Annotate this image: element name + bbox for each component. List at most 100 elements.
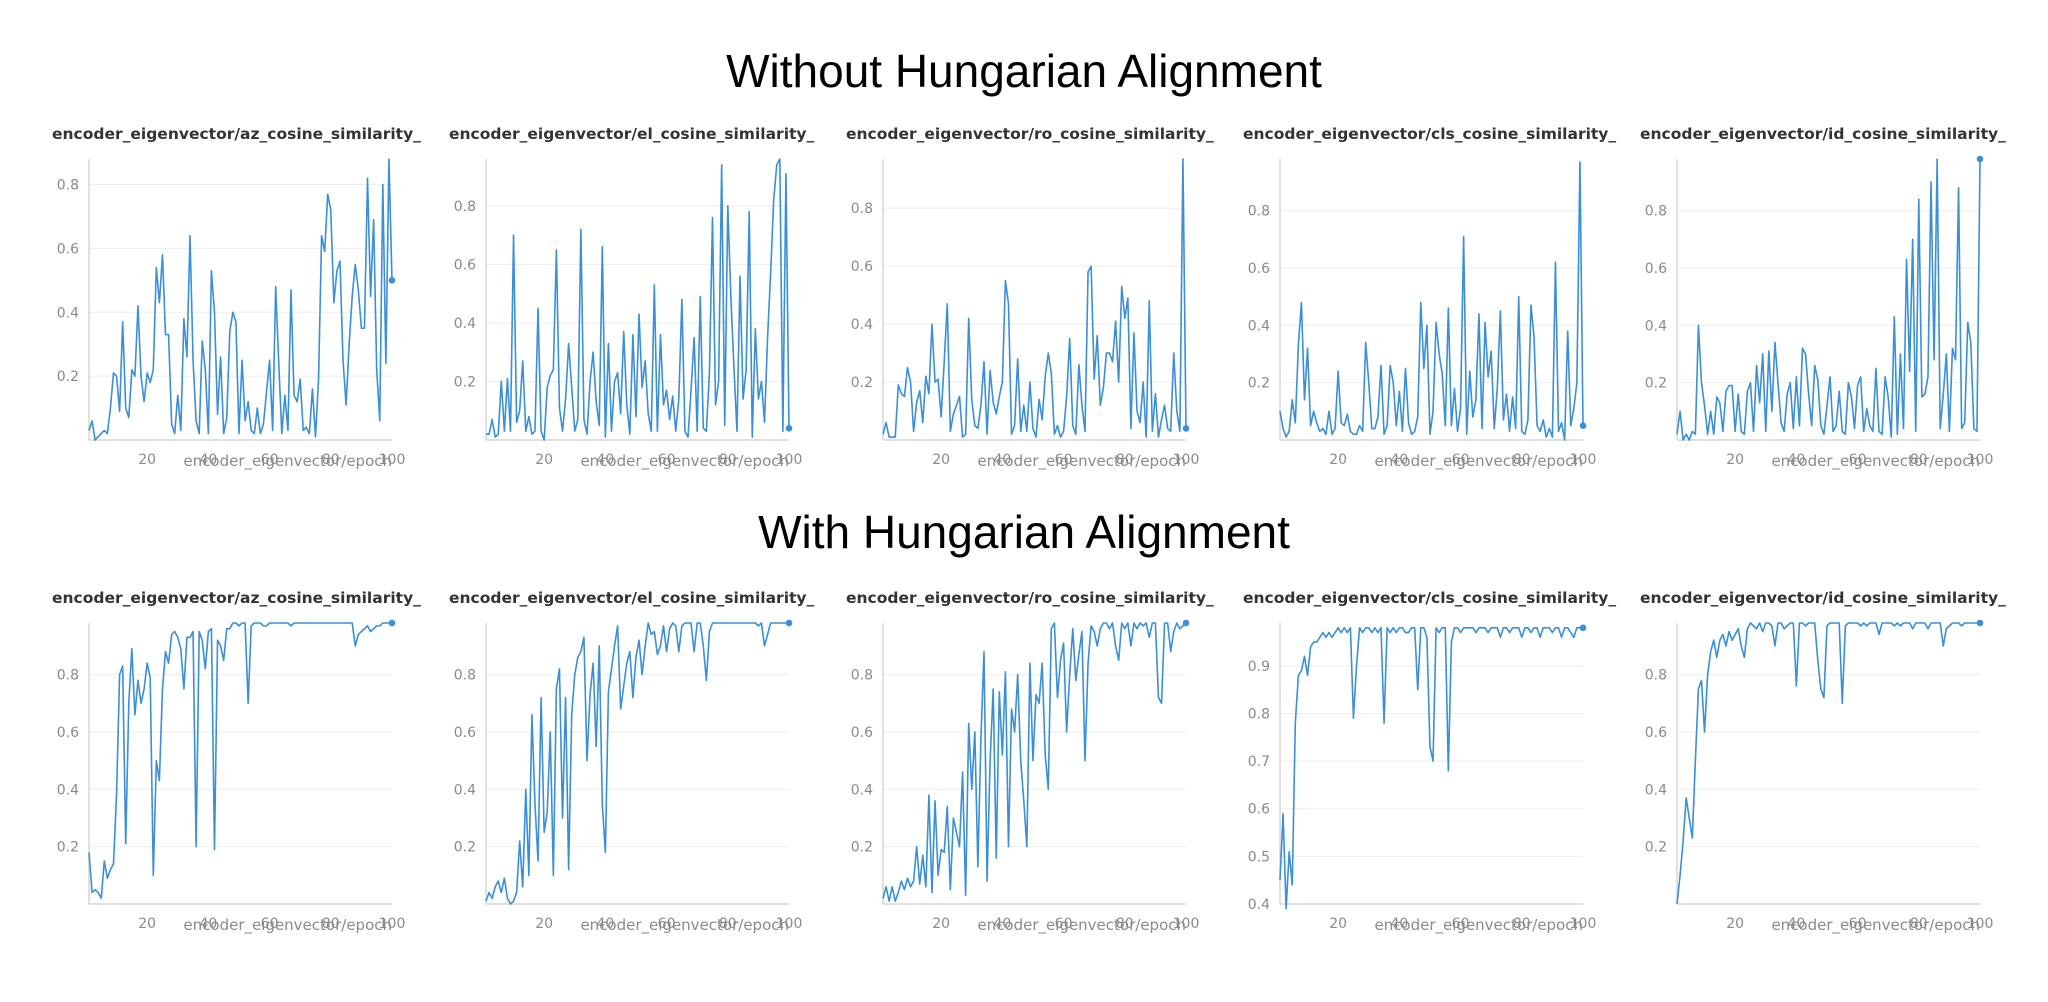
x-axis-label: encoder_eigenvector/epoch: [1771, 452, 1980, 471]
series-line: [882, 622, 1187, 902]
x-tick-label: 40: [993, 916, 1011, 932]
y-tick-label: 0.4: [1248, 897, 1270, 913]
y-tick-label: 0.2: [1248, 376, 1270, 392]
line-chart-with-cls: 0.4 0.5 0.6 0.7 0.8 0.9 20 40 60 80 100 encoder_ei…: [1248, 623, 1597, 935]
y-tick-label: 0.6: [454, 725, 476, 741]
x-tick-label: 40: [1787, 452, 1805, 468]
x-tick-label: 60: [658, 916, 676, 932]
chart-panel-with-cls: encoder_eigenvector/cls_cosine_similarit…: [1243, 589, 1623, 959]
y-tick-label: 0.4: [454, 316, 476, 332]
chart-panel-with-id: encoder_eigenvector/id_cosine_similarity…: [1640, 589, 2020, 959]
chart-title: encoder_eigenvector/ro_cosine_similarity…: [846, 125, 1214, 143]
y-tick-label: 0.6: [57, 725, 79, 741]
x-axis-label: encoder_eigenvector/epoch: [183, 916, 392, 935]
chart-title: encoder_eigenvector/el_cosine_similarity…: [449, 125, 815, 143]
x-tick-label: 60: [261, 916, 279, 932]
y-tick-label: 0.5: [1248, 849, 1270, 865]
y-tick-label: 0.7: [1248, 754, 1270, 770]
x-tick-label: 80: [322, 452, 340, 468]
chart-title: encoder_eigenvector/ro_cosine_similarity…: [846, 589, 1214, 607]
y-tick-label: 0.2: [1645, 840, 1667, 856]
series-line: [88, 622, 392, 900]
x-tick-label: 100: [1173, 452, 1200, 468]
x-tick-label: 20: [1329, 916, 1347, 932]
x-tick-label: 80: [719, 452, 737, 468]
x-tick-label: 60: [261, 452, 279, 468]
x-tick-label: 100: [1570, 916, 1597, 932]
x-axis-label: encoder_eigenvector/epoch: [977, 452, 1186, 471]
x-tick-label: 40: [596, 916, 614, 932]
chart-title: encoder_eigenvector/cls_cosine_similarit…: [1243, 589, 1617, 607]
chart-title: encoder_eigenvector/cls_cosine_similarit…: [1243, 125, 1617, 143]
chart-title: encoder_eigenvector/id_cosine_similarity…: [1640, 589, 2006, 607]
x-axis-label: encoder_eigenvector/epoch: [1374, 916, 1583, 935]
y-tick-label: 0.8: [454, 199, 476, 215]
y-tick-label: 0.4: [57, 305, 79, 321]
x-tick-label: 100: [776, 916, 803, 932]
y-tick-label: 0.4: [454, 782, 476, 798]
x-tick-label: 20: [138, 452, 156, 468]
y-tick-label: 0.6: [1248, 802, 1270, 818]
chart-panel-without-id: encoder_eigenvector/id_cosine_similarity…: [1640, 125, 2020, 495]
series-end-point: [1976, 619, 1984, 627]
x-tick-label: 40: [993, 452, 1011, 468]
y-tick-label: 0.8: [1248, 706, 1270, 722]
x-tick-label: 40: [1390, 916, 1408, 932]
x-tick-label: 100: [1967, 452, 1994, 468]
y-tick-label: 0.2: [454, 840, 476, 856]
x-tick-label: 20: [535, 452, 553, 468]
chart-panel-with-el: encoder_eigenvector/el_cosine_similarity…: [449, 589, 829, 959]
line-chart-with-el: 0.2 0.4 0.6 0.8 20 40 60 80 100 encoder_eigenvec…: [454, 619, 803, 935]
series-line: [88, 158, 393, 441]
x-tick-label: 80: [1513, 916, 1531, 932]
series-end-point: [1976, 155, 1984, 163]
line-chart-without-az: 0.2 0.4 0.6 0.8 20 40 60 80 100 encoder_eigenvec…: [57, 158, 406, 471]
line-chart-without-id: 0.2 0.4 0.6 0.8 20 40 60 80 100 encoder_eigenvec…: [1645, 155, 1994, 471]
y-tick-label: 0.8: [851, 668, 873, 684]
chart-title: encoder_eigenvector/id_cosine_similarity…: [1640, 125, 2006, 143]
line-chart-with-ro: 0.2 0.4 0.6 0.8 20 40 60 80 100 encoder_eigenvec…: [851, 619, 1199, 935]
x-tick-label: 100: [379, 452, 406, 468]
x-tick-label: 60: [1452, 916, 1470, 932]
x-tick-label: 60: [1849, 916, 1867, 932]
chart-title: encoder_eigenvector/az_cosine_similarity…: [52, 589, 421, 607]
x-axis-label: encoder_eigenvector/epoch: [183, 452, 392, 471]
x-tick-label: 40: [1787, 916, 1805, 932]
series-line: [1676, 158, 1981, 441]
y-tick-label: 0.4: [851, 782, 873, 798]
y-tick-label: 0.6: [454, 257, 476, 273]
series-end-point: [785, 424, 793, 432]
x-tick-label: 100: [1570, 452, 1597, 468]
section-title-without-alignment: Without Hungarian Alignment: [726, 45, 1322, 97]
series-line: [882, 158, 1187, 438]
x-tick-label: 20: [1726, 452, 1744, 468]
x-tick-label: 20: [535, 916, 553, 932]
x-tick-label: 60: [1055, 916, 1073, 932]
x-tick-label: 40: [199, 916, 217, 932]
y-tick-label: 0.2: [851, 375, 873, 391]
y-tick-label: 0.4: [1645, 782, 1667, 798]
x-axis-label: encoder_eigenvector/epoch: [580, 916, 789, 935]
x-axis-label: encoder_eigenvector/epoch: [580, 452, 789, 471]
y-tick-label: 0.4: [851, 317, 873, 333]
x-axis-label: encoder_eigenvector/epoch: [977, 916, 1186, 935]
x-tick-label: 20: [932, 916, 950, 932]
series-line: [1279, 161, 1584, 441]
line-chart-with-id: 0.2 0.4 0.6 0.8 20 40 60 80 100 encoder_eigenvec…: [1645, 619, 1994, 935]
y-tick-label: 0.8: [1645, 204, 1667, 220]
chart-panel-with-ro: encoder_eigenvector/ro_cosine_similarity…: [846, 589, 1226, 959]
x-tick-label: 100: [1967, 916, 1994, 932]
x-axis-label: encoder_eigenvector/epoch: [1374, 452, 1583, 471]
y-tick-label: 0.8: [454, 668, 476, 684]
chart-panel-without-cls: encoder_eigenvector/cls_cosine_similarit…: [1243, 125, 1623, 495]
series-end-point: [1579, 624, 1587, 632]
y-tick-label: 0.2: [1645, 376, 1667, 392]
series-end-point: [1182, 619, 1190, 627]
series-end-point: [785, 619, 793, 627]
y-tick-label: 0.6: [57, 241, 79, 257]
x-tick-label: 40: [1390, 452, 1408, 468]
x-tick-label: 20: [1726, 916, 1744, 932]
series-end-point: [388, 619, 396, 627]
y-tick-label: 0.6: [851, 725, 873, 741]
x-tick-label: 80: [1116, 916, 1134, 932]
